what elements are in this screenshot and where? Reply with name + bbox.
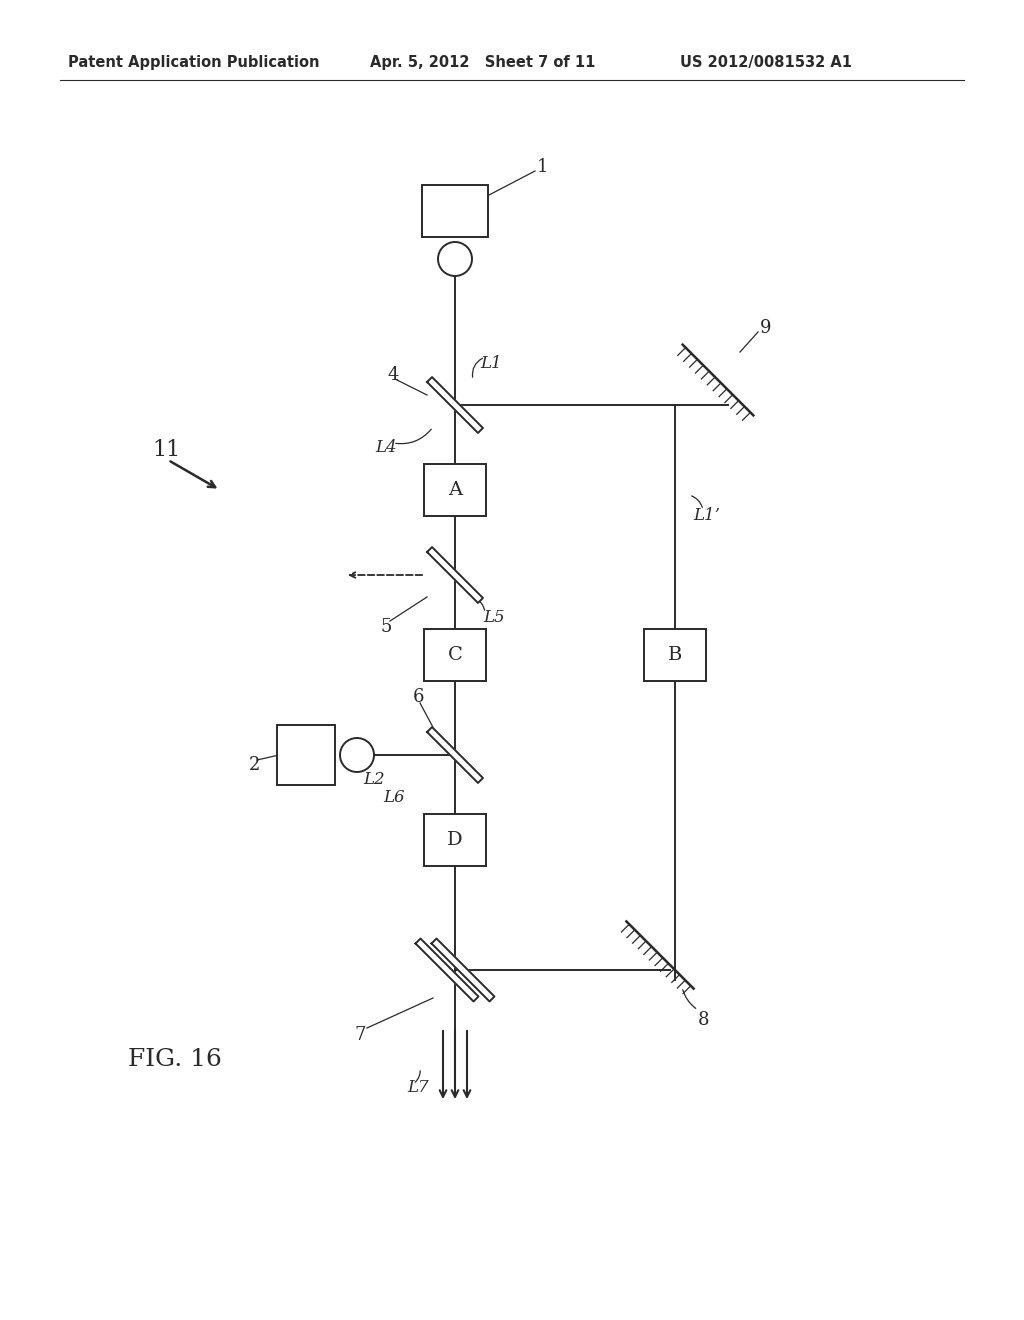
Text: L7: L7	[407, 1080, 429, 1097]
Text: 1: 1	[537, 158, 549, 176]
Text: 2: 2	[249, 756, 260, 774]
Bar	[424, 814, 486, 866]
Text: L2: L2	[362, 771, 385, 788]
Polygon shape	[431, 939, 495, 1002]
Text: Patent Application Publication: Patent Application Publication	[68, 54, 319, 70]
Bar	[424, 465, 486, 516]
Circle shape	[340, 738, 374, 772]
Text: L4: L4	[375, 438, 396, 455]
Text: L5: L5	[483, 609, 505, 626]
Polygon shape	[416, 939, 478, 1002]
Bar	[424, 630, 486, 681]
Text: L6: L6	[383, 788, 404, 805]
Text: B: B	[668, 645, 682, 664]
Text: 11: 11	[152, 440, 180, 461]
Text: US 2012/0081532 A1: US 2012/0081532 A1	[680, 54, 852, 70]
Bar	[644, 630, 706, 681]
Text: 4: 4	[387, 366, 398, 384]
Text: 7: 7	[355, 1026, 367, 1044]
Text: L1’: L1’	[693, 507, 720, 524]
Text: C: C	[447, 645, 463, 664]
Text: L1: L1	[480, 355, 502, 371]
Text: D: D	[447, 832, 463, 849]
Polygon shape	[427, 378, 483, 433]
Bar	[278, 725, 335, 785]
Polygon shape	[427, 546, 483, 603]
Bar	[422, 185, 488, 238]
Circle shape	[438, 242, 472, 276]
Text: 5: 5	[380, 618, 391, 636]
Text: FIG. 16: FIG. 16	[128, 1048, 222, 1072]
Text: 6: 6	[413, 688, 425, 706]
Polygon shape	[427, 727, 483, 783]
Text: 9: 9	[760, 319, 771, 337]
Text: Apr. 5, 2012   Sheet 7 of 11: Apr. 5, 2012 Sheet 7 of 11	[370, 54, 595, 70]
Text: A: A	[447, 480, 462, 499]
Text: 8: 8	[698, 1011, 710, 1030]
